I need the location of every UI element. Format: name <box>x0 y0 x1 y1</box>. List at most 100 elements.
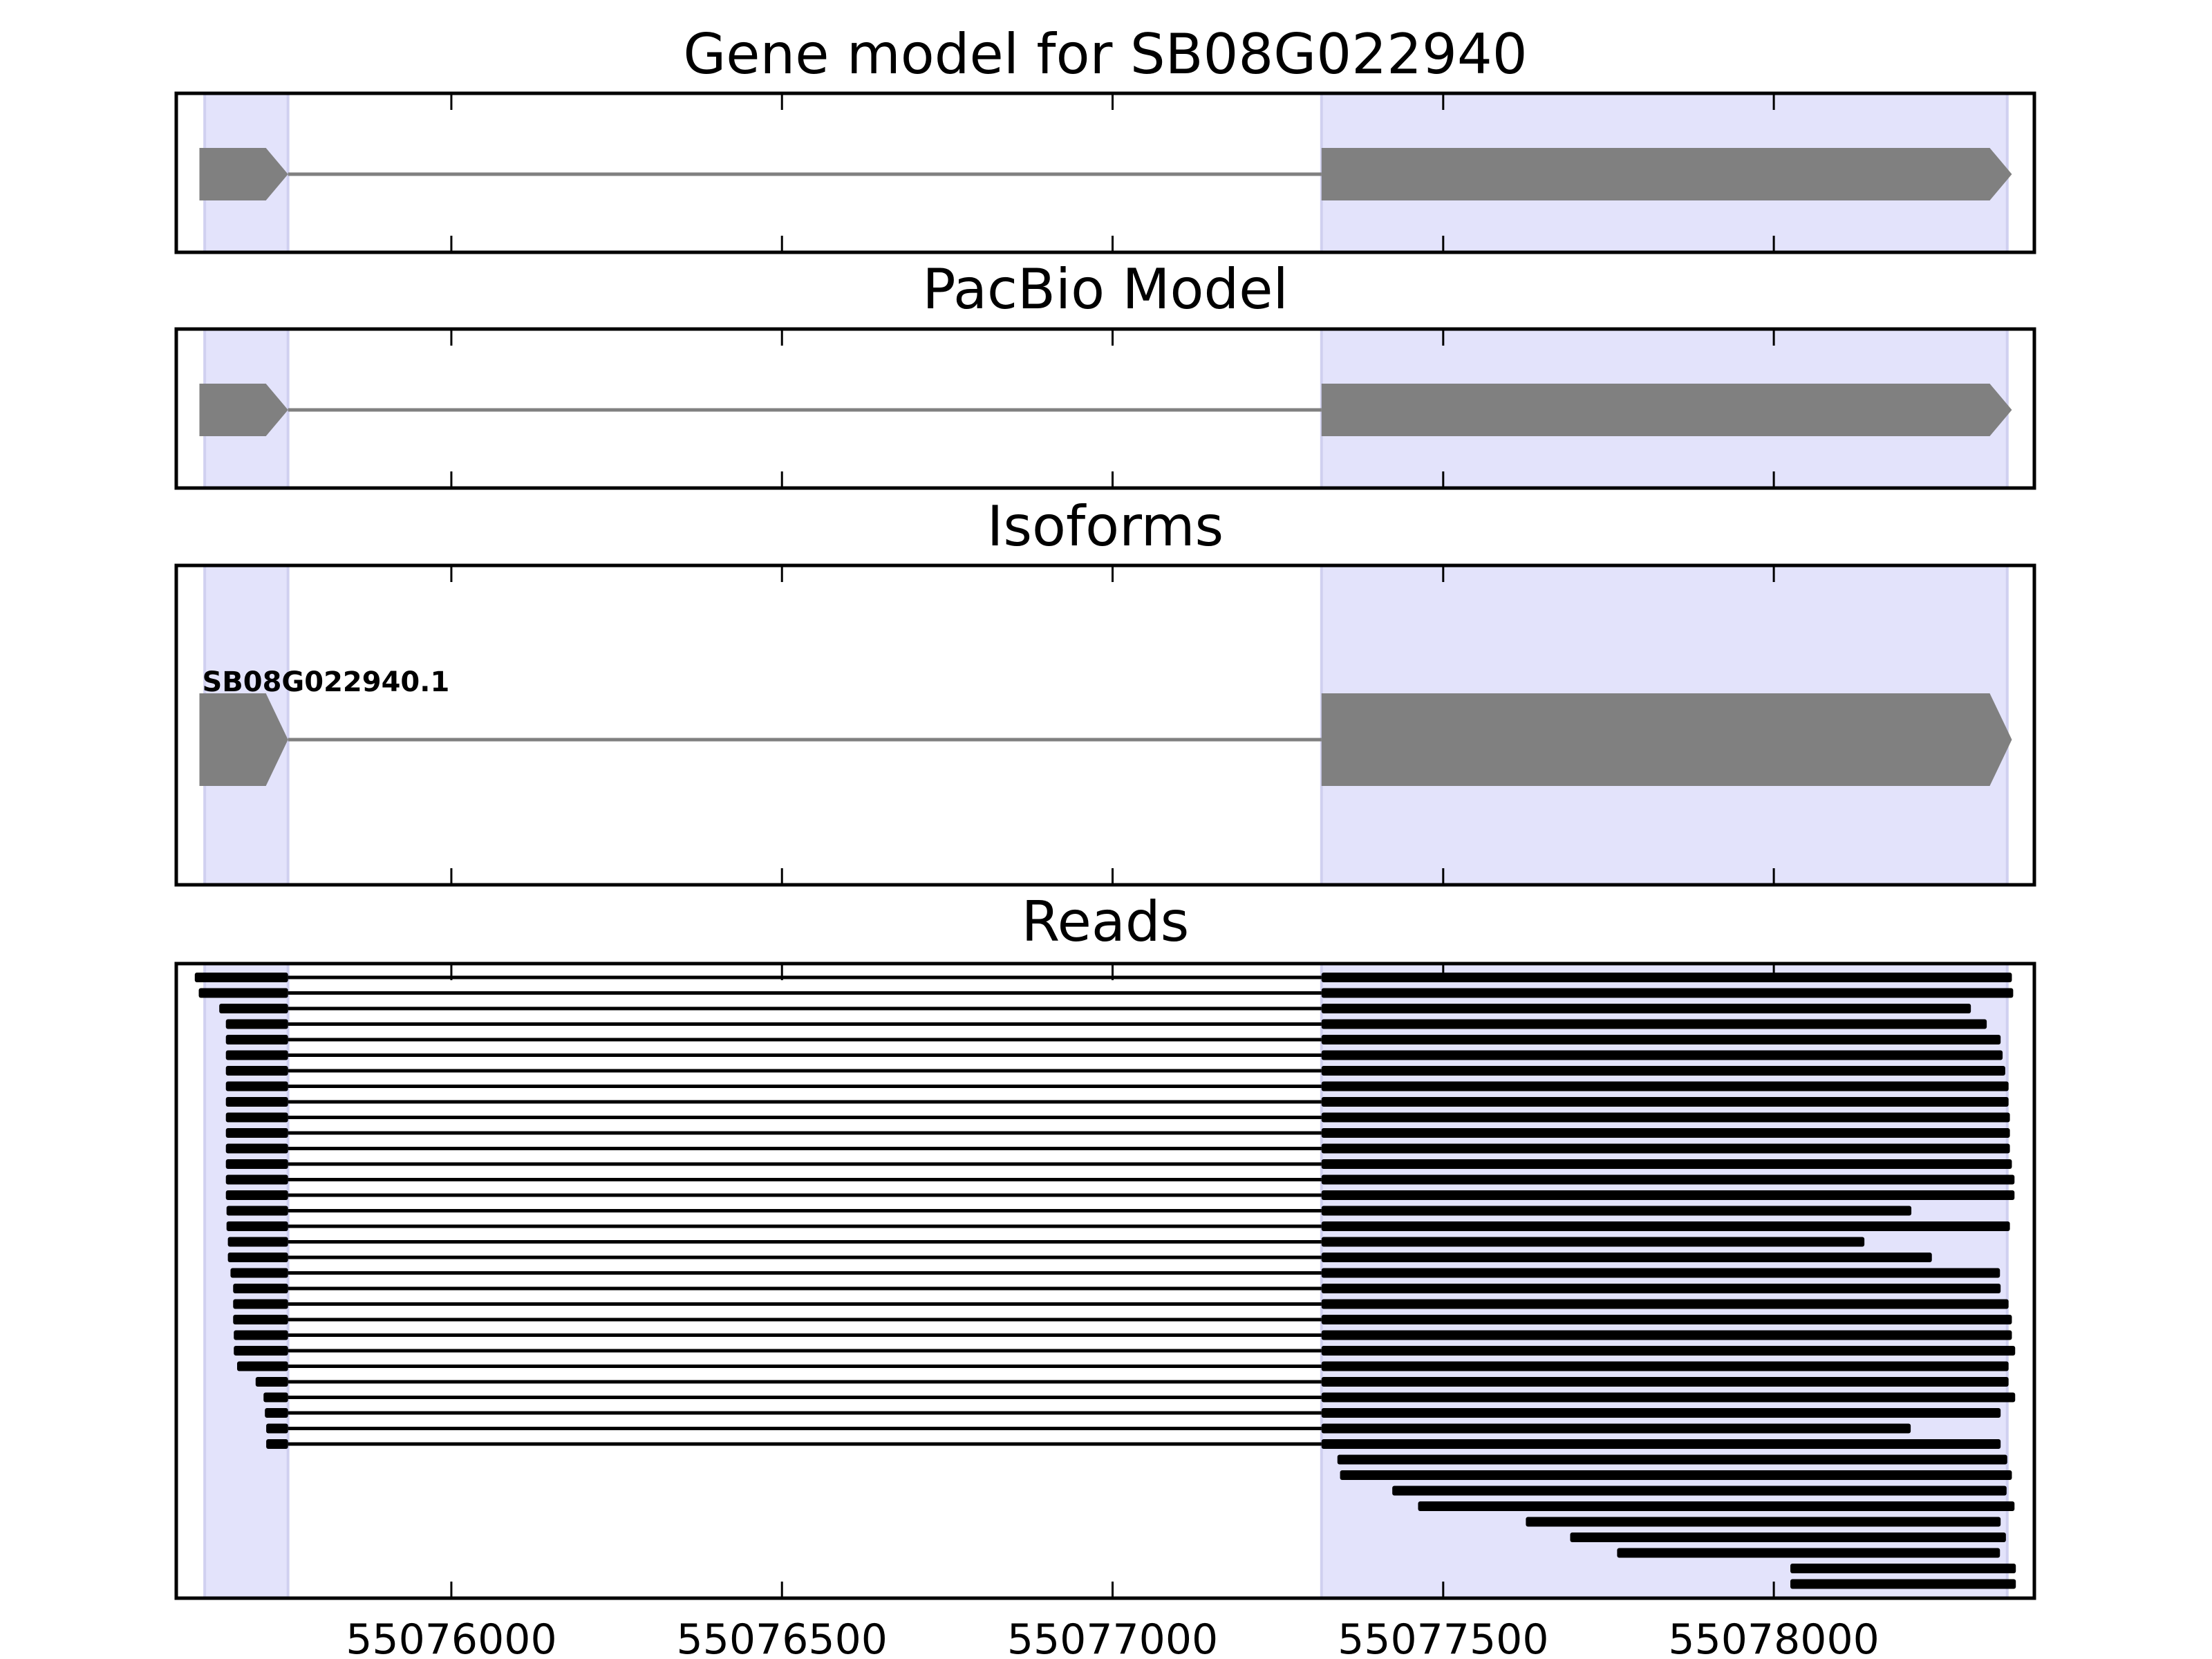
exon-1 <box>199 148 288 200</box>
read <box>225 1066 2005 1076</box>
read-block <box>1321 1143 2010 1154</box>
read-block <box>263 1392 288 1403</box>
read-block <box>225 1159 288 1169</box>
panel-frame <box>174 327 2036 490</box>
read <box>225 1128 2010 1138</box>
read <box>225 1112 2010 1123</box>
read <box>1340 1470 2012 1480</box>
read-block <box>1321 1035 2001 1044</box>
read <box>1418 1501 2015 1511</box>
read-block <box>1321 1174 2015 1185</box>
read-block <box>1321 1221 2010 1231</box>
read-block <box>233 1284 288 1293</box>
read-block <box>1321 1268 2000 1278</box>
read <box>1790 1579 2016 1589</box>
read <box>225 1019 1987 1029</box>
read <box>1570 1533 2006 1542</box>
read-block <box>1321 1112 2010 1123</box>
read-block <box>230 1268 288 1278</box>
read <box>1790 1564 2016 1573</box>
read-block <box>1321 1253 1932 1262</box>
read <box>233 1315 2012 1324</box>
x-tick-label: 55076500 <box>677 1615 888 1659</box>
panel-3: Reads <box>174 890 2036 1600</box>
read-block <box>225 1143 288 1154</box>
read <box>225 1159 2012 1169</box>
read-block <box>1321 1423 1911 1434</box>
panel-frame <box>174 962 2036 1600</box>
read-block <box>1570 1533 2006 1542</box>
read-block <box>1418 1501 2015 1511</box>
read <box>225 1081 2009 1091</box>
read <box>237 1361 2009 1371</box>
read <box>225 1050 2003 1060</box>
read-block <box>1526 1517 2001 1527</box>
read <box>255 1377 2009 1387</box>
read-block <box>225 1050 288 1060</box>
read <box>1526 1517 2001 1527</box>
panel-2: Isoforms SB08G022940.1 <box>174 494 2036 887</box>
exon-1 <box>199 384 288 436</box>
x-tick-label: 55076000 <box>346 1615 556 1659</box>
read-block <box>225 1019 288 1029</box>
x-tick-label: 55078000 <box>1668 1615 1879 1659</box>
read-block <box>1321 1081 2009 1091</box>
read-block <box>1321 1019 1987 1029</box>
read <box>227 1253 1932 1262</box>
read-block <box>1321 1159 2012 1169</box>
read-block <box>1321 973 2012 982</box>
x-tick-label: 55077000 <box>1007 1615 1218 1659</box>
read <box>225 1174 2015 1185</box>
read-block <box>1321 1206 1912 1216</box>
read-block <box>1790 1564 2016 1573</box>
read-block <box>226 1221 288 1231</box>
read-block <box>1321 1050 2003 1060</box>
read-block <box>225 1128 288 1138</box>
read-block <box>226 1206 288 1216</box>
read-block <box>1337 1454 2007 1465</box>
read-block <box>225 1174 288 1185</box>
panel-title: Reads <box>1022 890 1190 954</box>
read-block <box>1321 1284 2001 1293</box>
read <box>194 973 2012 982</box>
read-block <box>1321 1097 2009 1107</box>
read-block <box>1321 1237 1865 1247</box>
read-block <box>234 1330 288 1340</box>
read-block <box>1321 1361 2009 1371</box>
read <box>233 1299 2009 1309</box>
read-block <box>225 1081 288 1091</box>
read-block <box>1321 1408 2001 1418</box>
read <box>234 1330 2012 1340</box>
read-block <box>1321 1377 2009 1387</box>
panel-frame <box>174 91 2036 254</box>
read <box>198 988 2014 998</box>
exon-2 <box>1321 384 2012 436</box>
read <box>226 1206 1912 1216</box>
read-block <box>233 1315 288 1324</box>
read-block <box>237 1361 288 1371</box>
read <box>1617 1548 2000 1558</box>
read <box>227 1237 1865 1247</box>
read-block <box>1617 1548 2000 1558</box>
read-block <box>219 1004 288 1013</box>
read <box>225 1190 2015 1200</box>
read <box>226 1221 2010 1231</box>
read <box>265 1408 2001 1418</box>
read-block <box>1321 1439 2001 1449</box>
read-block <box>255 1377 288 1387</box>
read-block <box>1321 1004 1971 1013</box>
exon-2 <box>1321 148 2012 200</box>
x-tick-label: 55077500 <box>1338 1615 1548 1659</box>
panel-1: PacBio Model <box>174 257 2036 490</box>
read-block <box>225 1035 288 1044</box>
read-block <box>227 1237 288 1247</box>
read-block <box>1392 1485 2007 1496</box>
read <box>225 1143 2010 1154</box>
read-block <box>1321 1330 2012 1340</box>
read <box>230 1268 2000 1278</box>
read-block <box>265 1408 288 1418</box>
read-block <box>1321 1346 2016 1356</box>
read-block <box>194 973 288 982</box>
panel-title: Gene model for SB08G022940 <box>683 22 1527 86</box>
